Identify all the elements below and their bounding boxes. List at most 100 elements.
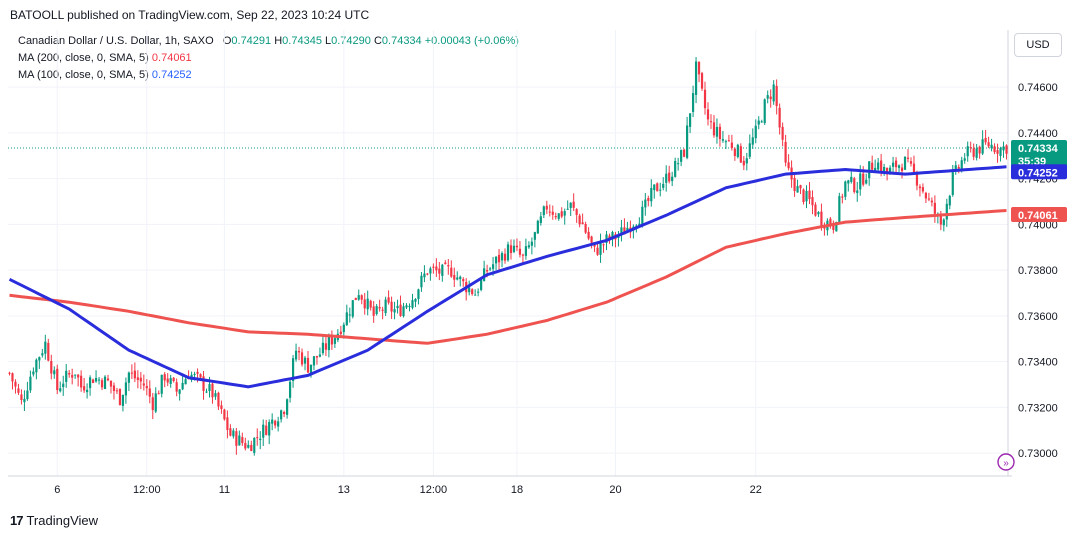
candle-body: [575, 209, 578, 215]
candle-body: [268, 422, 271, 436]
currency-button[interactable]: USD: [1014, 33, 1062, 57]
candle-body: [886, 167, 889, 175]
candle-body: [50, 361, 53, 374]
candle-body: [888, 167, 892, 175]
candle-body: [653, 184, 656, 191]
candle-body: [602, 244, 605, 246]
change-value: +0.00043 (+0.06%): [424, 35, 519, 47]
close-value: 0.74334: [381, 35, 422, 47]
candle-body: [623, 227, 626, 235]
open-value: 0.74291: [231, 35, 272, 47]
candle-body: [312, 356, 316, 366]
candle-body: [124, 382, 128, 396]
candle-body: [435, 266, 438, 271]
candle-body: [781, 126, 784, 140]
close-label: C: [373, 35, 382, 47]
ma100-row[interactable]: MA (100, close, 0, SMA, 5) 0.74252: [18, 67, 519, 84]
candle-body: [196, 371, 199, 374]
candle-body: [244, 442, 247, 449]
candle-body: [471, 289, 474, 295]
candle-body: [420, 275, 423, 288]
time-tick-label: 18: [511, 484, 523, 496]
symbol-title[interactable]: Canadian Dollar / U.S. Dollar, 1h, SAXO: [18, 35, 214, 47]
candle-body: [814, 204, 817, 216]
candle-body: [620, 227, 623, 235]
candle-body: [29, 376, 32, 391]
candle-body: [100, 380, 104, 388]
ma200-row[interactable]: MA (200, close, 0, SMA, 5) 0.74061: [18, 50, 519, 67]
time-tick-label: 20: [609, 484, 621, 496]
candle-body: [503, 253, 507, 261]
candle-body: [563, 211, 566, 216]
candle-body: [772, 84, 775, 102]
candle-body: [387, 297, 390, 303]
candle-body: [599, 242, 602, 255]
candle-body: [53, 370, 56, 375]
candle-body: [38, 357, 41, 361]
candle-body: [342, 324, 345, 333]
candle-body: [724, 141, 728, 143]
candle-body: [145, 385, 148, 389]
candle-body: [805, 190, 808, 202]
candle-body: [86, 389, 89, 393]
candle-body: [211, 383, 214, 398]
candle-body: [345, 312, 348, 326]
candle-body: [999, 148, 1002, 156]
candle-body: [650, 187, 653, 202]
ma200-value: 0.74061: [151, 52, 192, 64]
time-tick-label: 12:00: [420, 484, 448, 496]
candle-body: [686, 125, 689, 158]
candle-body: [136, 377, 139, 380]
candle-body: [644, 199, 647, 208]
candle-body: [581, 222, 584, 225]
candle-body: [972, 148, 975, 157]
candle-body: [68, 372, 71, 375]
candle-body: [450, 267, 453, 277]
price-tick-label: 0.73200: [1018, 402, 1058, 414]
ma100-line: [8, 165, 1007, 389]
candle-body: [366, 298, 369, 310]
candle-body: [175, 382, 178, 392]
candle-body: [477, 291, 480, 293]
candle-body: [584, 224, 587, 233]
candle-body: [500, 253, 504, 261]
candle-body: [390, 301, 393, 312]
candle-body: [927, 198, 930, 200]
candle-body: [850, 176, 853, 182]
candle-body: [799, 185, 802, 189]
candle-body: [900, 167, 904, 172]
candle-body: [572, 201, 575, 208]
candle-body: [118, 389, 122, 406]
candle-body: [56, 368, 59, 391]
candle-body: [897, 165, 901, 168]
candle-body: [560, 211, 563, 217]
candle-body: [494, 256, 498, 264]
candle-body: [432, 266, 435, 268]
candle-body: [545, 205, 548, 210]
candle-body: [253, 437, 256, 453]
candle-body: [14, 381, 17, 387]
candle-body: [351, 300, 354, 317]
scroll-to-realtime-icon[interactable]: »: [997, 453, 1015, 471]
candle-body: [539, 216, 542, 223]
candle-body: [127, 372, 130, 383]
candle-body: [265, 425, 268, 435]
candle-body: [172, 377, 175, 382]
brand-name[interactable]: TradingView: [26, 513, 99, 528]
candle-body: [617, 236, 620, 238]
candle-body: [106, 378, 110, 381]
ma200-tag: 0.74061: [1011, 206, 1067, 222]
candle-body: [939, 214, 942, 225]
candle-body: [942, 219, 945, 226]
footer: 17 TradingView: [10, 513, 98, 528]
candle-body: [426, 273, 429, 275]
candle-body: [71, 374, 74, 378]
candle-body: [677, 163, 680, 165]
candle-body: [883, 166, 886, 174]
candle-body: [847, 180, 850, 184]
candle-body: [751, 137, 754, 145]
candle-body: [996, 150, 999, 154]
